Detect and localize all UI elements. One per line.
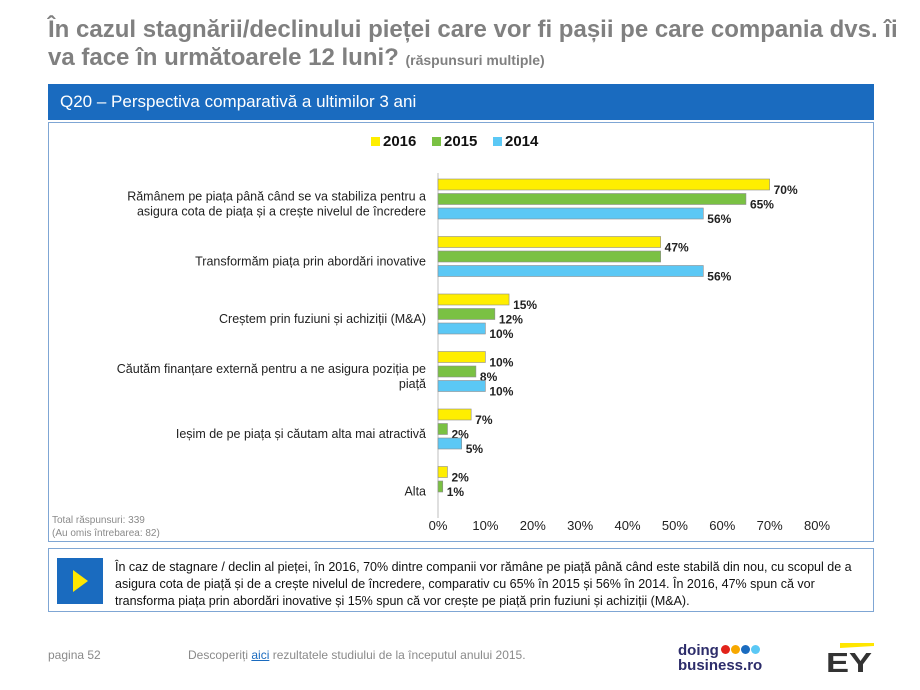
logo-dots: [720, 642, 761, 657]
category-label: Căutăm finanțare externă pentru a ne asi…: [117, 362, 426, 376]
data-label: 10%: [489, 327, 513, 341]
bar-2014: [437, 265, 704, 277]
bar-2016: [437, 236, 661, 248]
x-tick-label: 80%: [804, 518, 830, 533]
data-label: 70%: [774, 183, 798, 197]
play-arrow-icon: [57, 558, 103, 604]
data-label: 15%: [513, 298, 537, 312]
ey-logo: EY: [826, 643, 874, 673]
category-label: Transformăm piața prin abordări inovativ…: [195, 254, 426, 268]
footer-link[interactable]: aici: [251, 648, 270, 662]
x-tick-label: 30%: [567, 518, 593, 533]
legend-label: 2016: [383, 133, 416, 150]
legend-label: 2014: [505, 133, 539, 150]
legend-swatch: [371, 137, 380, 146]
data-label: 56%: [707, 212, 731, 226]
category-label: Alta: [404, 484, 426, 498]
bar-2016: [437, 408, 472, 421]
data-label: 65%: [750, 198, 774, 212]
footer-text-before: Descoperiți: [188, 648, 252, 662]
bar-2014: [437, 380, 486, 392]
category-label: Ieșim de pe piața și căutam alta mai atr…: [176, 427, 426, 441]
bar-2016: [437, 293, 510, 306]
chart-panel: 2016 2015 2014 70% 65% 56% Rămânem pe piața pâ…: [48, 122, 874, 542]
bar-2014: [437, 322, 486, 335]
logo-business: business.ro: [678, 657, 763, 674]
data-label: 10%: [489, 356, 513, 370]
x-tick-label: 20%: [520, 518, 546, 533]
data-label: 10%: [489, 385, 513, 399]
bar-2015: [437, 423, 448, 435]
data-label: 7%: [475, 413, 493, 427]
data-label: 2%: [451, 471, 469, 485]
page-title: În cazul stagnării/declinului pieței car…: [48, 16, 898, 74]
bar-2015: [437, 365, 477, 378]
logo-doing: doing: [678, 642, 719, 659]
category-label: Rămânem pe piața până când se va stabili…: [127, 189, 426, 203]
doingbusiness-logo: doing business.ro: [678, 642, 762, 673]
data-label: 56%: [707, 270, 731, 284]
summary-text: În caz de stagnare / declin al pieței, î…: [115, 560, 852, 608]
bar-2016: [437, 351, 486, 363]
title-main: În cazul stagnării/declinului pieței car…: [48, 16, 898, 71]
category-label: Creștem prin fuziuni și achiziții (M&A): [219, 312, 426, 326]
total-responses: Total răspunsuri: 339: [52, 515, 145, 526]
bar-2015: [437, 308, 496, 320]
data-label: 5%: [466, 442, 484, 456]
logo-dot: [730, 645, 740, 654]
x-tick-label: 50%: [662, 518, 688, 533]
bar-2016: [437, 466, 448, 478]
question-header: Q20 – Perspectiva comparativă a ultimilo…: [48, 84, 874, 120]
footer-note: Descoperiți aici rezultatele studiului d…: [188, 648, 526, 662]
footer-text-after: rezultatele studiului de la începutul an…: [269, 648, 526, 662]
data-label: 12%: [499, 313, 523, 327]
ey-logo-mark: [840, 643, 874, 648]
x-tick-label: 70%: [757, 518, 783, 533]
logo-dot: [720, 645, 730, 654]
bar-2015: [437, 480, 444, 493]
page-number: pagina 52: [48, 648, 101, 662]
legend-swatch: [493, 137, 502, 146]
bar-2016: [437, 178, 770, 191]
data-label: 1%: [447, 485, 465, 499]
bar-2015: [437, 250, 661, 263]
bar-2015: [437, 193, 747, 205]
ey-logo-text: EY: [826, 647, 872, 673]
category-label: asigura cota de piața și a crește nivelu…: [137, 204, 426, 218]
omitted-responses: (Au omis întrebarea: 82): [52, 528, 160, 539]
data-label: 47%: [665, 241, 689, 255]
summary-panel: În caz de stagnare / declin al pieței, î…: [48, 548, 874, 612]
logo-dot: [740, 645, 750, 654]
x-tick-label: 60%: [709, 518, 735, 533]
category-label: piață: [399, 377, 426, 391]
x-tick-label: 40%: [614, 518, 640, 533]
legend-label: 2015: [444, 133, 477, 150]
x-tick-label: 10%: [472, 518, 498, 533]
bar-2014: [437, 207, 704, 220]
title-sub: (răspunsuri multiple): [405, 52, 545, 68]
bar-2014: [437, 437, 462, 450]
response-note: Total răspunsuri: 339 (Au omis întrebare…: [52, 514, 160, 540]
x-tick-label: 0%: [429, 518, 448, 533]
logo-dot: [750, 645, 760, 654]
legend-swatch: [432, 137, 441, 146]
